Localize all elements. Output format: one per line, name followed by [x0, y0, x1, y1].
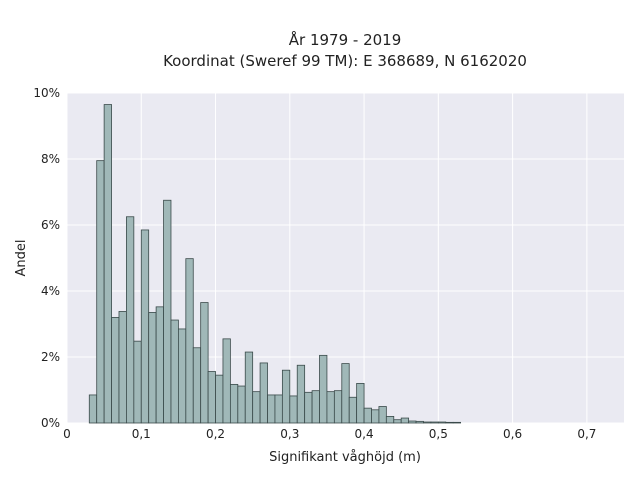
- histogram-bar: [140, 229, 150, 424]
- histogram-bar: [415, 420, 424, 424]
- histogram-bar: [163, 199, 172, 424]
- x-tick-label: 0,6: [503, 427, 522, 441]
- x-tick-label: 0,1: [132, 427, 151, 441]
- x-axis-label: Signifikant våghöjd (m): [269, 450, 421, 465]
- histogram-bar: [111, 316, 120, 424]
- histogram-bar: [356, 382, 365, 424]
- histogram-bar: [289, 395, 298, 424]
- histogram-bar: [445, 421, 454, 424]
- x-tick-label: 0,5: [429, 427, 448, 441]
- histogram-bar: [185, 258, 194, 424]
- histogram-bar: [423, 421, 432, 424]
- x-tick-label: 0,4: [355, 427, 374, 441]
- x-tick-label: 0,7: [577, 427, 596, 441]
- histogram-bar: [267, 394, 276, 424]
- histogram-bar: [371, 409, 380, 424]
- y-axis-label: Andel: [14, 240, 29, 277]
- x-tick-label: 0,3: [280, 427, 299, 441]
- histogram-bar: [177, 328, 187, 424]
- histogram-bar: [259, 362, 268, 424]
- y-tick-label: 4%: [41, 284, 60, 298]
- histogram-bar: [244, 351, 254, 424]
- histogram-bar: [385, 415, 395, 424]
- histogram-bar: [452, 421, 462, 424]
- y-tick-label: 10%: [33, 86, 60, 100]
- histogram-bar: [192, 347, 202, 424]
- histogram-bar: [207, 371, 216, 424]
- histogram-bar: [133, 340, 142, 424]
- histogram-bar: [333, 390, 343, 424]
- histogram-bar: [252, 391, 261, 424]
- y-tick-label: 8%: [41, 152, 60, 166]
- histogram-bar: [341, 363, 350, 424]
- y-tick-label: 0%: [41, 416, 60, 430]
- histogram-bar: [170, 319, 179, 424]
- histogram-bar: [200, 302, 209, 424]
- histogram-bar: [88, 394, 98, 424]
- histogram-bar: [393, 419, 402, 424]
- histogram-bar: [430, 421, 439, 424]
- y-tick-label: 6%: [41, 218, 60, 232]
- histogram-bar: [319, 354, 328, 424]
- histogram-bar: [215, 374, 224, 424]
- x-tick-label: 0,2: [206, 427, 225, 441]
- histogram-bar: [237, 385, 246, 424]
- chart-title: År 1979 - 2019: [289, 30, 402, 49]
- histogram-bar: [408, 420, 417, 424]
- histogram-bar: [348, 396, 358, 424]
- histogram-bar: [304, 391, 313, 424]
- histogram-bar: [326, 391, 335, 424]
- histogram-bar: [281, 369, 291, 424]
- histogram-bar: [103, 104, 112, 424]
- histogram-bar: [126, 216, 135, 424]
- histogram-bar: [96, 160, 105, 424]
- histogram-bar: [148, 312, 157, 424]
- histogram-bar: [363, 407, 372, 424]
- histogram-bar: [222, 338, 231, 424]
- bars-group: [88, 104, 462, 424]
- x-tick-labels: 0 0,1 0,2 0,3 0,4 0,5 0,6 0,7: [63, 427, 596, 441]
- y-tick-labels: 0% 2% 4% 6% 8% 10%: [33, 86, 60, 430]
- histogram-bar: [155, 306, 164, 424]
- histogram-bar: [229, 383, 239, 424]
- chart-subtitle: Koordinat (Sweref 99 TM): E 368689, N 61…: [163, 52, 527, 70]
- histogram-bar: [311, 390, 320, 424]
- histogram-bar: [437, 421, 447, 424]
- histogram-bar: [118, 311, 127, 424]
- histogram-bar: [274, 394, 283, 424]
- x-tick-label: 0: [63, 427, 71, 441]
- histogram-bar: [378, 406, 387, 424]
- y-tick-label: 2%: [41, 350, 60, 364]
- histogram-bar: [400, 417, 410, 424]
- histogram-bar: [296, 364, 306, 424]
